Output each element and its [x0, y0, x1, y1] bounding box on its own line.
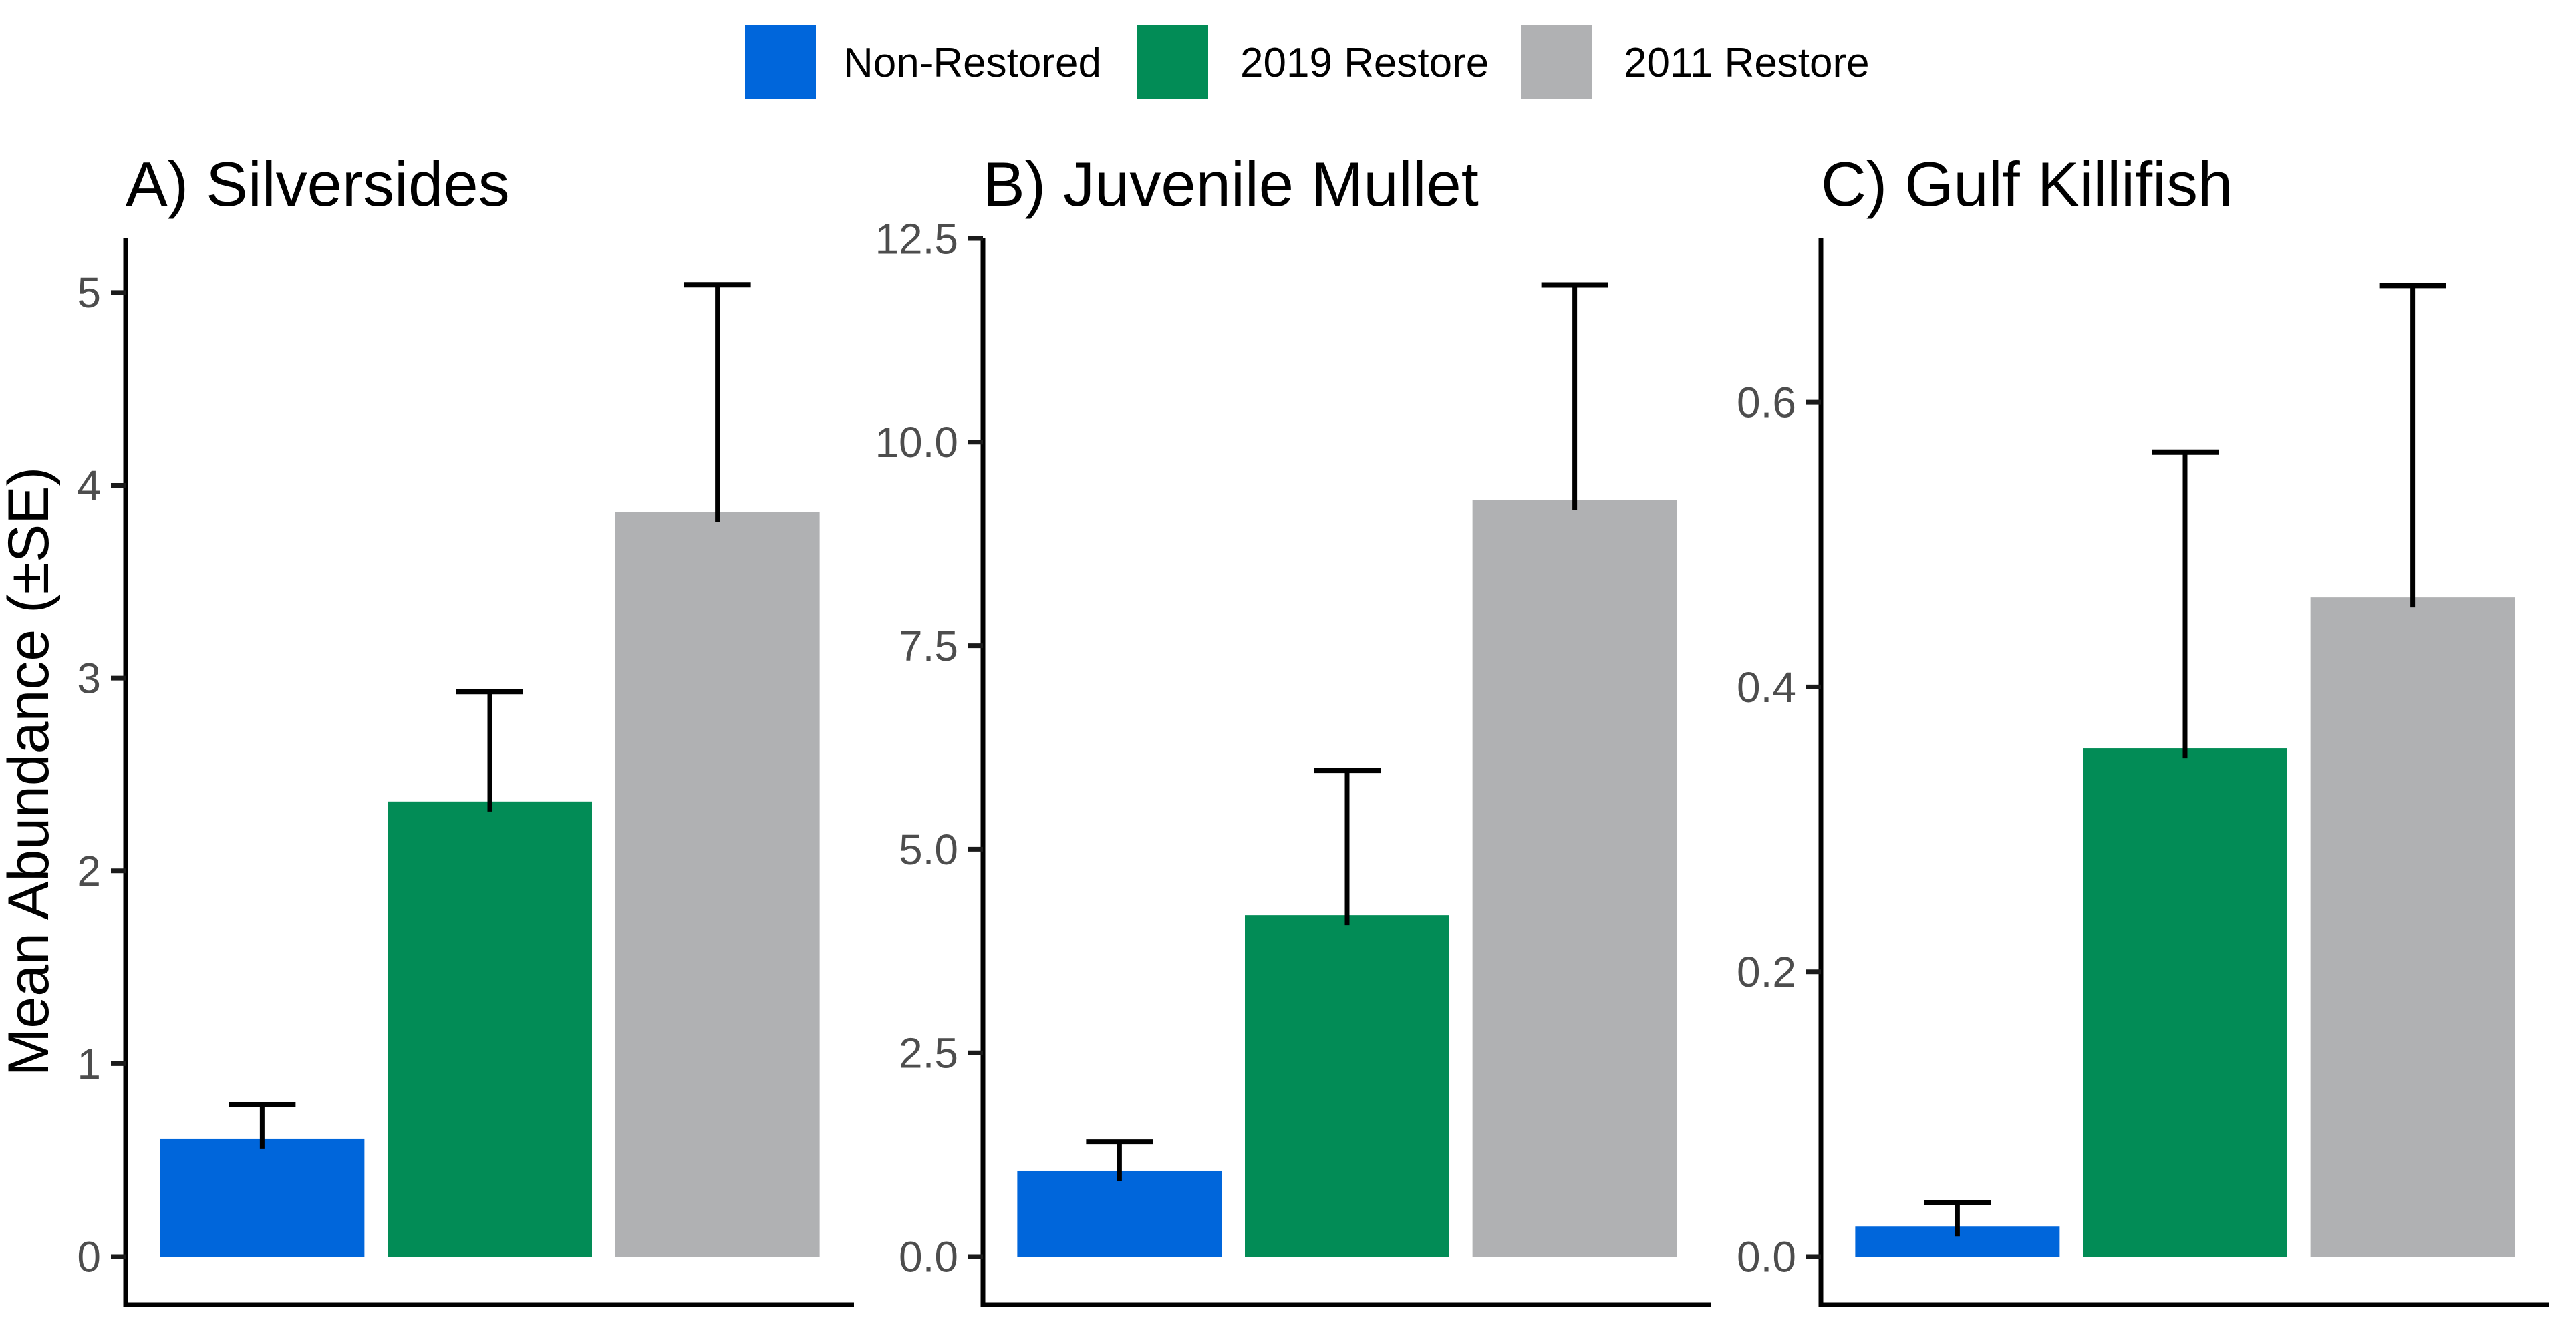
panel-c-plot-area: 0.0 0.2 0.4 0.6: [1737, 238, 2549, 1307]
panel-c-title: C) Gulf Killifish: [1821, 149, 2233, 219]
bar-2019-restore: [1245, 915, 1449, 1257]
legend-label-2019-restore: 2019 Restore: [1240, 40, 1489, 86]
legend-swatch-non-restored: [745, 25, 816, 99]
bar-2011-restore: [1472, 500, 1677, 1257]
panel-a-title: A) Silversides: [126, 149, 510, 219]
y-tick-label: 5: [77, 269, 101, 317]
y-tick-label: 0.4: [1737, 663, 1796, 711]
legend: Non-Restored 2019 Restore 2011 Restore: [745, 25, 1870, 99]
legend-swatch-2019-restore: [1137, 25, 1208, 99]
y-tick-label: 2.5: [899, 1029, 958, 1077]
panel-a-plot-area: 0 1 2 3 4 5: [77, 238, 854, 1307]
bar-2019-restore: [2083, 748, 2287, 1257]
legend-label-2011-restore: 2011 Restore: [1624, 40, 1870, 86]
bar-non-restored: [1017, 1170, 1222, 1257]
y-tick-label: 1: [77, 1040, 101, 1088]
bar-non-restored: [160, 1138, 365, 1257]
y-tick-label: 0.2: [1737, 948, 1796, 996]
bar-2019-restore: [388, 801, 592, 1257]
y-tick-label: 5.0: [899, 826, 958, 874]
y-tick-label: 12.5: [875, 214, 958, 263]
legend-label-non-restored: Non-Restored: [843, 40, 1101, 86]
y-tick-label: 0: [77, 1232, 101, 1281]
bar-2011-restore: [2310, 597, 2515, 1257]
y-tick-label: 4: [77, 462, 101, 510]
panel-b-plot-area: 0.0 2.5 5.0 7.5 10.0 12.5: [875, 214, 1711, 1307]
y-tick-label: 10.0: [875, 418, 958, 466]
y-tick-label: 0.0: [899, 1232, 958, 1281]
legend-swatch-2011-restore: [1521, 25, 1592, 99]
y-tick-label: 2: [77, 847, 101, 895]
y-tick-label: 3: [77, 654, 101, 702]
y-axis-title: Mean Abundance (±SE): [0, 467, 61, 1077]
panel-b-title: B) Juvenile Mullet: [983, 149, 1479, 219]
y-tick-label: 7.5: [899, 622, 958, 670]
y-tick-label: 0.6: [1737, 379, 1796, 427]
bar-2011-restore: [615, 512, 820, 1257]
y-tick-label: 0.0: [1737, 1232, 1796, 1281]
